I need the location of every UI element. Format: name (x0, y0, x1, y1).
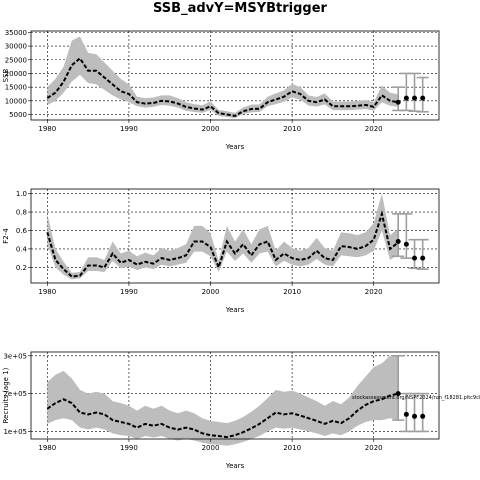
estimate-line (46, 392, 399, 439)
confidence-band (47, 355, 399, 446)
projection-point (403, 411, 409, 417)
x-tick-label: 2020 (365, 125, 383, 133)
chart-title: SSB_advY=MSYBtrigger (153, 1, 328, 16)
plot-frame (30, 351, 440, 440)
x-tick-label: 2010 (283, 125, 301, 133)
estimate-line (46, 56, 399, 117)
x-tick-label: 2020 (365, 288, 383, 296)
y-tick-label: 30000 (5, 43, 27, 51)
projection-point (403, 95, 409, 101)
x-tick-label: 1990 (120, 288, 138, 296)
plot-frame (30, 188, 440, 284)
projection-point (420, 413, 426, 419)
x-tick-label: 1980 (38, 444, 56, 452)
projection-point (395, 391, 401, 397)
y-tick-label: 35000 (5, 29, 27, 37)
y-tick-label: 0.6 (16, 227, 28, 235)
x-tick-label: 2000 (202, 288, 220, 296)
projection-point (412, 413, 418, 419)
panel-1: 1980 1990 2000 2010 2020 5000 10000 15000 20000 2… (2, 29, 440, 151)
x-axis-label: Years (225, 143, 245, 151)
source-annotation: stockassessment.org/NSPF2024/run_f18281.… (352, 395, 480, 401)
x-axis-label: Years (225, 462, 245, 470)
plot-frame (30, 30, 440, 121)
x-tick-label: 2010 (283, 288, 301, 296)
projection-point (395, 99, 401, 105)
x-tick-label: 2020 (365, 444, 383, 452)
confidence-band (47, 36, 399, 119)
panel-3: 1980 1990 2000 2010 2020 1e+05 2e+05 3e+05 Years… (2, 351, 480, 470)
estimate-line (46, 210, 399, 278)
y-tick-label: 10000 (5, 97, 27, 105)
y-tick-label: 20000 (5, 70, 27, 78)
confidence-band (47, 193, 399, 280)
x-tick-label: 2000 (202, 125, 220, 133)
projection-point (403, 241, 409, 247)
x-axis-label: Years (225, 306, 245, 314)
y-tick-label: 2e+05 (3, 390, 27, 398)
y-tick-label: 25000 (5, 56, 27, 64)
y-tick-label: 15000 (5, 84, 27, 92)
panel-2: 1980 1990 2000 2010 2020 0.2 0.4 0.6 0.8 1.0 Years… (2, 188, 440, 314)
x-tick-label: 2010 (283, 444, 301, 452)
y-tick-label: 1.0 (16, 190, 27, 198)
y-axis-label: F2-4 (2, 228, 10, 244)
y-tick-label: 1e+05 (3, 428, 27, 436)
y-tick-label: 3e+05 (3, 352, 27, 360)
x-tick-label: 1990 (120, 444, 138, 452)
projection-point (420, 95, 426, 101)
y-axis-label: Recruits (age 1) (2, 367, 10, 423)
x-tick-label: 1990 (120, 125, 138, 133)
x-tick-label: 2000 (202, 444, 220, 452)
x-tick-label: 1980 (38, 125, 56, 133)
projection-point (395, 239, 401, 245)
projection-point (420, 255, 426, 261)
panels: 1980 1990 2000 2010 2020 5000 10000 15000 20000 2… (2, 29, 480, 470)
projection-point (412, 95, 418, 101)
y-tick-label: 0.4 (16, 245, 28, 253)
projection-point (412, 255, 418, 261)
x-tick-label: 1980 (38, 288, 56, 296)
y-axis-label: SSB (2, 68, 10, 82)
y-tick-label: 0.8 (16, 209, 27, 217)
y-tick-label: 0.2 (16, 264, 27, 272)
y-tick-label: 5000 (9, 111, 27, 119)
